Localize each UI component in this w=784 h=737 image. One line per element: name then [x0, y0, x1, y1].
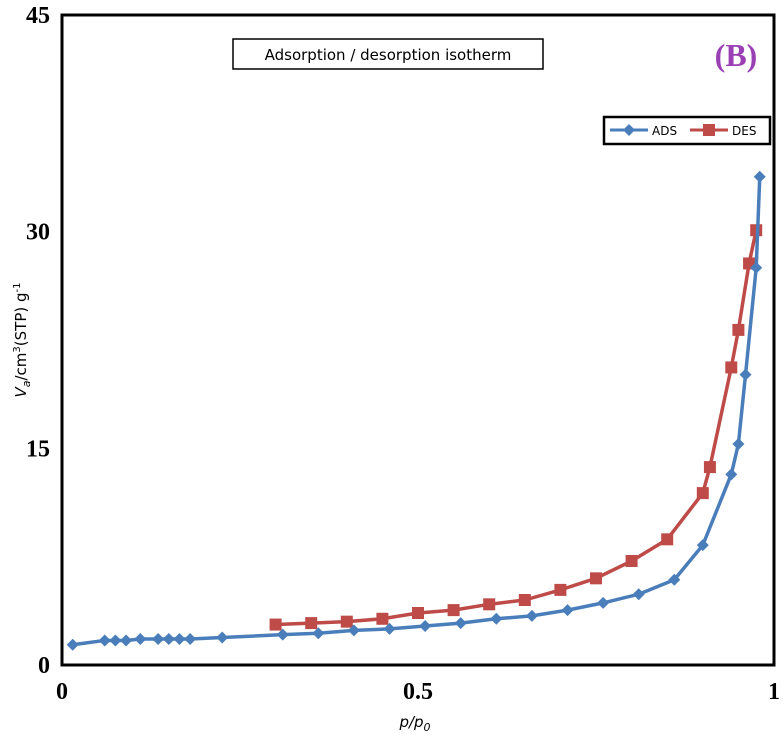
- data-point-ads: [750, 261, 763, 274]
- x-tick-label: 1: [768, 679, 780, 705]
- x-tick-labels: 0 0.5 1: [56, 679, 780, 705]
- data-point-des: [590, 572, 602, 585]
- data-point-ads: [725, 468, 738, 481]
- data-point-des: [412, 607, 424, 619]
- data-point-ads: [109, 634, 122, 647]
- x-tick-label: 0.5: [403, 679, 433, 705]
- legend-items: [610, 124, 728, 136]
- data-point-ads: [632, 588, 645, 601]
- data-point-ads: [383, 622, 396, 635]
- data-point-des: [725, 361, 738, 374]
- data-point-ads: [347, 624, 360, 637]
- legend-marker-des: [703, 124, 715, 136]
- data-point-des: [554, 583, 567, 596]
- x-axis-label: p/p0: [398, 713, 430, 734]
- data-point-ads: [525, 609, 538, 622]
- data-point-ads: [490, 612, 503, 625]
- data-point-des: [518, 594, 531, 606]
- data-point-ads: [668, 573, 681, 586]
- data-point-des: [625, 555, 638, 567]
- series-layer: [66, 170, 766, 651]
- data-point-ads: [597, 596, 610, 609]
- data-point-ads: [454, 617, 467, 630]
- data-point-des: [340, 615, 353, 628]
- y-tick-labels: 0 15 30 45: [26, 3, 50, 679]
- y-axis-label: Va/cm3(STP) g-1: [12, 282, 33, 397]
- y-tick-label: 15: [26, 436, 50, 462]
- data-point-des: [696, 487, 709, 500]
- legend-marker-ads: [623, 124, 635, 136]
- data-point-ads: [66, 638, 79, 651]
- legend-label-ads: ADS: [652, 124, 677, 138]
- data-point-ads: [134, 633, 147, 645]
- data-point-des: [661, 533, 674, 546]
- legend-box: [602, 115, 772, 146]
- legend-label-des: DES: [732, 124, 756, 138]
- x-tick-label: 0: [56, 679, 68, 705]
- data-point-ads: [173, 633, 186, 645]
- data-point-des: [703, 461, 716, 474]
- data-point-ads: [419, 620, 432, 632]
- data-point-ads: [98, 634, 111, 647]
- series-ads: [66, 170, 766, 651]
- data-point-ads: [312, 627, 325, 640]
- data-point-ads: [696, 539, 709, 552]
- data-point-ads: [276, 628, 289, 641]
- data-point-ads: [162, 633, 175, 645]
- series-des: [269, 224, 763, 631]
- data-point-ads: [120, 634, 133, 647]
- title-box: [232, 38, 544, 70]
- data-point-ads: [739, 368, 752, 381]
- data-point-des: [447, 604, 460, 617]
- data-point-ads: [216, 631, 229, 644]
- data-point-ads: [753, 170, 766, 183]
- series-line-ads: [72, 176, 762, 647]
- data-point-des: [483, 598, 496, 611]
- plot-frame: [60, 13, 776, 667]
- data-point-ads: [184, 633, 197, 645]
- data-point-ads: [732, 438, 745, 450]
- data-point-des: [732, 323, 745, 336]
- data-point-ads: [152, 633, 165, 645]
- y-tick-label: 0: [38, 653, 50, 679]
- y-tick-label: 30: [26, 220, 50, 246]
- data-point-des: [269, 618, 282, 631]
- panel-label: (B): [715, 37, 758, 73]
- chart-title: Adsorption / desorption isotherm: [265, 46, 512, 64]
- data-point-ads: [561, 604, 574, 617]
- legend: ADS DES: [602, 115, 772, 146]
- y-tick-label: 45: [26, 3, 50, 29]
- data-point-des: [305, 617, 318, 630]
- data-point-des: [376, 612, 389, 625]
